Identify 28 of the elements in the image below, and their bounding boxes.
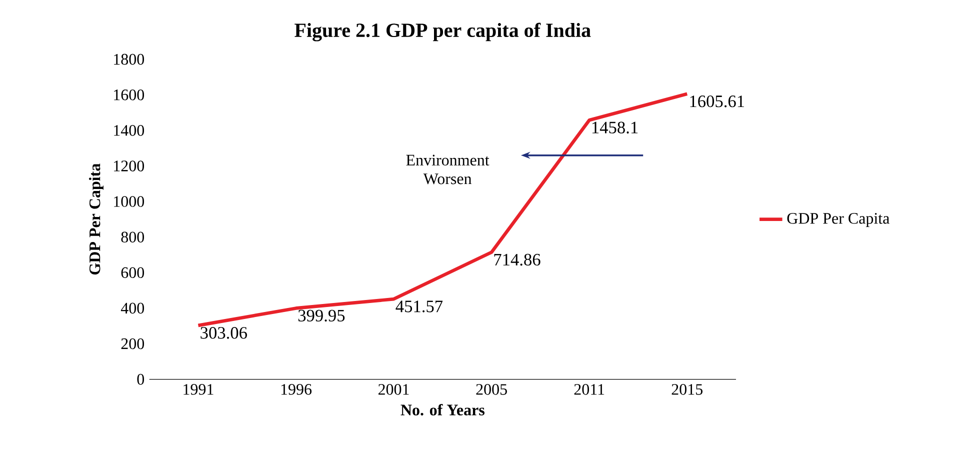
y-tick-label: 600 [121, 267, 144, 278]
data-label: 399.95 [298, 310, 345, 322]
data-label: 451.57 [396, 300, 443, 312]
data-label: 303.06 [200, 327, 247, 339]
x-tick-label: 1996 [281, 384, 312, 395]
data-label: 1458.1 [592, 122, 638, 134]
y-tick-label: 1400 [114, 125, 144, 136]
x-tick-label: 1991 [184, 384, 214, 395]
y-tick-label: 1600 [114, 89, 144, 100]
x-tick-label: 2011 [574, 384, 604, 395]
y-tick-label: 1800 [114, 54, 144, 65]
y-tick-label: 1200 [114, 160, 144, 172]
y-tick-label: 800 [121, 232, 144, 242]
y-tick-label: 0 [137, 374, 144, 385]
data-label: 1605.61 [690, 95, 744, 108]
chart-title: Figure 2.1 GDP per capita of India [294, 22, 591, 42]
data-label: 714.86 [494, 254, 540, 266]
x-tick-label: 2015 [672, 384, 702, 395]
x-tick-label: 2005 [476, 384, 507, 395]
annotation: Environment Worsen [406, 154, 490, 184]
y-tick-label: 1000 [114, 196, 144, 207]
line-series [196, 92, 689, 328]
legend-label: GDP Per Capita [787, 213, 890, 228]
x-tick-label: 2001 [378, 384, 409, 395]
y-tick-label: 200 [121, 338, 144, 350]
y-tick-label: 400 [120, 302, 144, 314]
x-axis-title: No. of Years [400, 404, 484, 416]
y-axis-title: GDP Per Capita [88, 164, 104, 275]
